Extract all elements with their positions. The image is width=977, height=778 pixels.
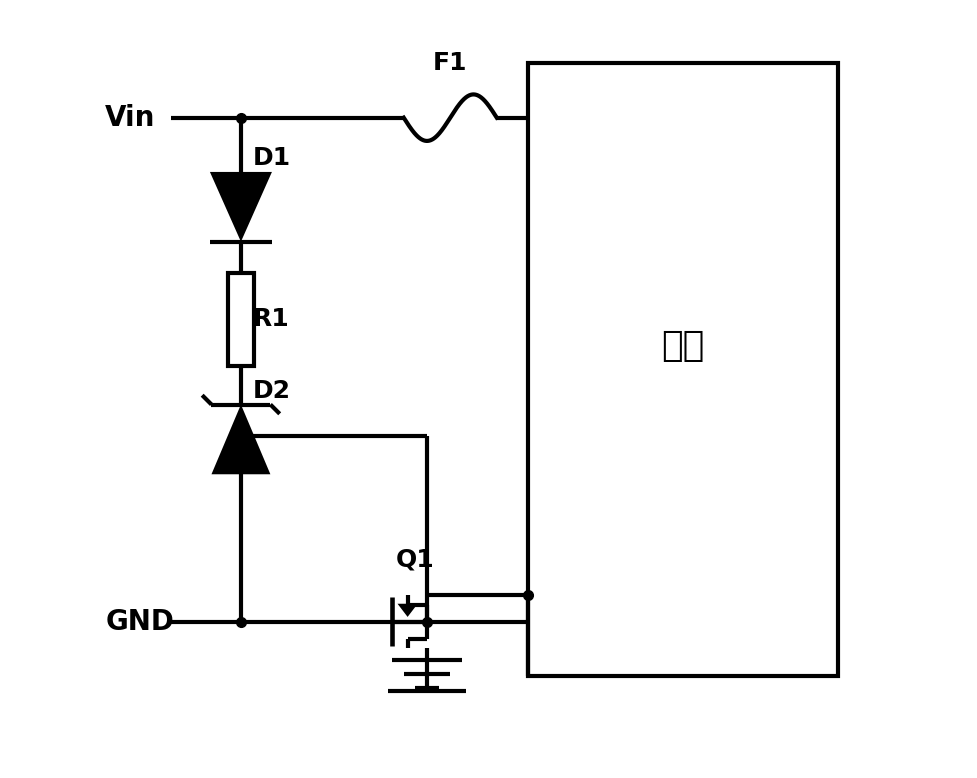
Text: Vin: Vin <box>106 103 155 131</box>
Text: R1: R1 <box>252 307 289 331</box>
Text: Q1: Q1 <box>396 547 435 571</box>
Text: GND: GND <box>106 608 174 636</box>
Polygon shape <box>397 604 417 617</box>
Text: F1: F1 <box>433 51 467 75</box>
Bar <box>528 63 837 676</box>
Text: D2: D2 <box>252 379 290 403</box>
Polygon shape <box>211 405 270 475</box>
Text: 系统: 系统 <box>660 329 703 363</box>
Bar <box>228 273 254 366</box>
Text: D1: D1 <box>252 146 290 170</box>
Polygon shape <box>210 172 272 242</box>
